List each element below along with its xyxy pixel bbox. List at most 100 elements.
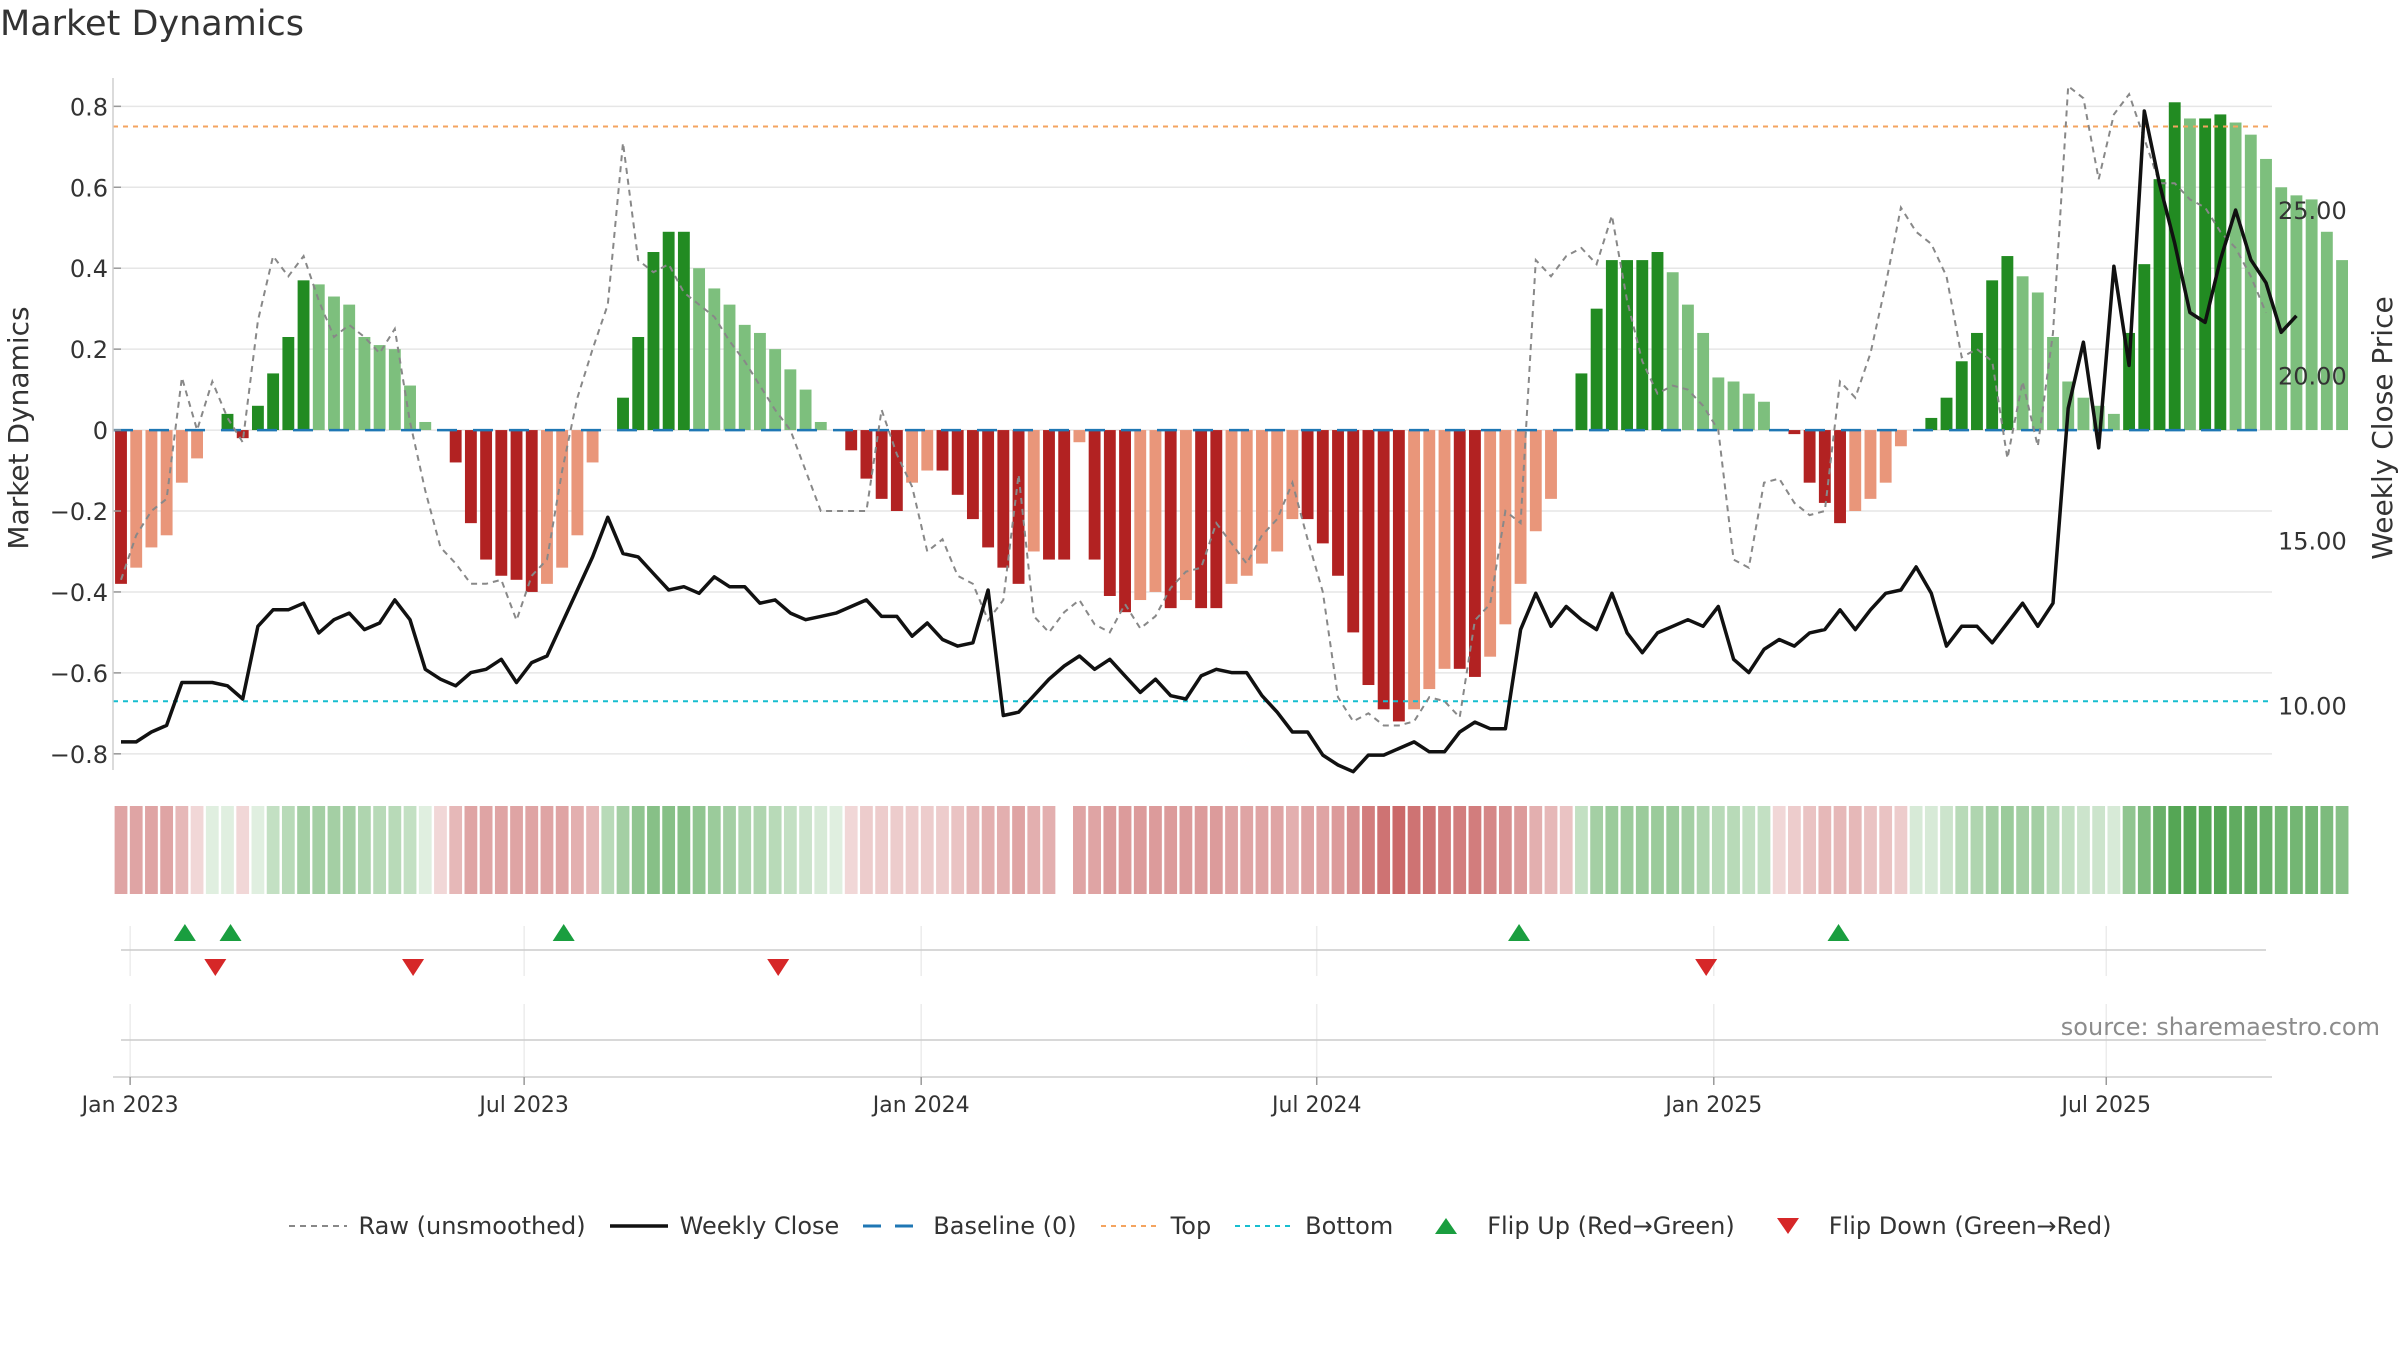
bar <box>1316 430 1329 544</box>
strip-cell <box>221 806 234 894</box>
bar <box>2305 199 2318 431</box>
strip-cell <box>905 806 919 894</box>
bar <box>495 430 508 576</box>
close-line-layer <box>121 109 2298 774</box>
bar <box>2244 134 2257 431</box>
bar <box>1332 430 1344 576</box>
strip-cell <box>1073 806 1086 894</box>
strip-cell <box>266 806 280 894</box>
bar <box>617 397 629 431</box>
bar <box>1225 430 1238 584</box>
strip-cell <box>388 806 402 894</box>
bar <box>951 430 964 495</box>
bar <box>693 268 706 431</box>
strip-cell <box>1027 806 1041 894</box>
bar <box>1681 304 1694 431</box>
x-tick-label: Jan 2023 <box>80 1093 179 1118</box>
strip-cell <box>783 806 797 894</box>
flip-up-marker <box>552 924 575 941</box>
strip-cell <box>281 806 295 894</box>
bar <box>1423 430 1436 690</box>
bar <box>1484 430 1497 657</box>
strip-cell <box>1270 806 1284 894</box>
strip-cell <box>1711 806 1725 894</box>
bar <box>1210 430 1223 609</box>
legend-label: Bottom <box>1305 1212 1394 1240</box>
strip-cell <box>1620 806 1634 894</box>
heat-strip <box>114 806 2349 894</box>
y-tick-label: 0.8 <box>70 93 108 121</box>
weekly-close-line <box>121 109 2298 774</box>
strip-cell <box>1818 806 1832 894</box>
strip-cell <box>2259 806 2273 894</box>
y-tick-label: −0.6 <box>50 660 108 688</box>
strip-cell <box>1149 806 1162 894</box>
strip-cell <box>1696 806 1710 894</box>
strip-cell <box>1377 806 1391 894</box>
bar <box>997 430 1010 568</box>
strip-cell <box>753 806 767 894</box>
flip-up-marker <box>1827 924 1850 941</box>
legend-item-bottom: Bottom <box>1235 1212 1393 1240</box>
legend-swatch-flip_up <box>1417 1214 1475 1238</box>
bar <box>2107 413 2120 431</box>
strip-cell <box>890 806 904 894</box>
bar <box>936 430 949 471</box>
strip-cell <box>145 806 158 894</box>
strip-cell <box>1940 806 1953 894</box>
bar <box>2320 231 2333 431</box>
strip-cell <box>2229 806 2242 894</box>
strip-cell <box>403 806 417 894</box>
bar <box>1179 430 1192 601</box>
bar <box>2123 332 2136 431</box>
bar <box>2290 195 2303 431</box>
y-tick-label: −0.8 <box>50 741 108 769</box>
strip-cell <box>1498 806 1512 894</box>
bar <box>1529 430 1542 532</box>
strip-cell <box>1225 806 1238 894</box>
bar <box>1149 430 1162 592</box>
bar <box>1834 430 1846 524</box>
legend-item-close: Weekly Close <box>609 1212 839 1240</box>
flip-up-marker <box>1508 924 1531 941</box>
strip-cell <box>1194 806 1208 894</box>
flip-down-marker <box>402 959 425 976</box>
legend-swatch-flip_down <box>1759 1214 1817 1238</box>
bar <box>145 430 158 548</box>
strip-cell <box>327 806 341 894</box>
bar <box>404 385 416 431</box>
legend-item-flip_up: Flip Up (Red→Green) <box>1417 1212 1735 1240</box>
bar <box>175 430 188 483</box>
bar <box>723 304 736 431</box>
strip-cell <box>647 806 660 894</box>
strip-cell <box>1042 806 1056 894</box>
strip-cell <box>129 806 143 894</box>
strip-cell <box>1864 806 1877 894</box>
strip-cell <box>1955 806 1969 894</box>
strip-cell <box>1635 806 1649 894</box>
bar <box>1027 430 1040 552</box>
bar <box>921 430 934 471</box>
strip-cell <box>2320 806 2334 894</box>
strip-cell <box>2107 806 2121 894</box>
strip-cell <box>768 806 782 894</box>
strip-cell <box>236 806 250 894</box>
strip-cell <box>875 806 889 894</box>
bar <box>1697 332 1710 431</box>
x-tick-label: Jul 2024 <box>1270 1093 1362 1118</box>
bar <box>1377 430 1390 710</box>
bar <box>480 430 493 560</box>
strip-cell <box>1179 806 1193 894</box>
strip-cell <box>966 806 980 894</box>
strip-cell <box>1970 806 1984 894</box>
flip-down-marker <box>1695 959 1718 976</box>
strip-cell <box>1118 806 1132 894</box>
bar <box>191 430 203 459</box>
strip-cell <box>2046 806 2060 894</box>
bar <box>449 430 462 463</box>
strip-cell <box>981 806 995 894</box>
bar <box>556 430 569 568</box>
bar <box>358 336 371 431</box>
strip-cell <box>464 806 478 894</box>
legend-label: Raw (unsmoothed) <box>358 1212 586 1240</box>
